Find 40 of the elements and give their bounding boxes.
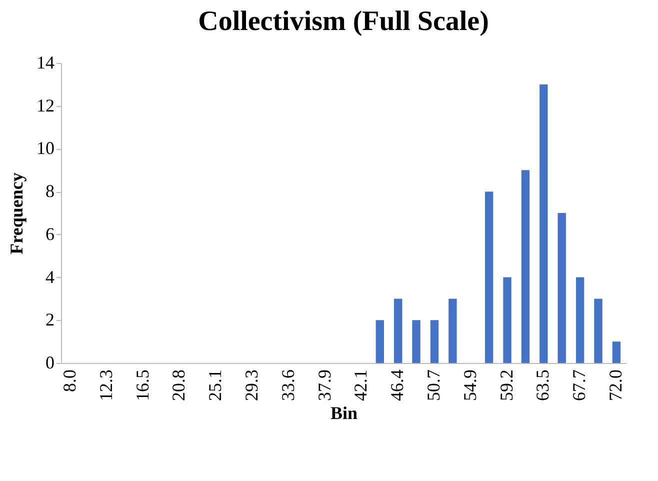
y-tick-label: 0 [46, 352, 54, 372]
y-tick-label: 2 [46, 310, 54, 330]
bar [394, 298, 402, 363]
y-tick-label: 14 [36, 52, 54, 72]
bar [594, 298, 602, 363]
bar [612, 342, 621, 363]
bar [484, 192, 494, 363]
y-tick-label: 12 [36, 95, 54, 116]
y-axis-title: Frequency [6, 172, 26, 254]
bar [412, 320, 420, 363]
bar [448, 298, 457, 363]
y-tick-label: 8 [46, 181, 54, 202]
x-tick-label: 67.7 [569, 370, 590, 401]
x-tick-label: 25.1 [205, 370, 226, 401]
x-tick-label: 29.3 [242, 370, 262, 401]
chart-title: Collectivism (Full Scale) [198, 6, 489, 37]
bar [558, 213, 566, 363]
bar [430, 320, 439, 363]
bar [376, 320, 384, 363]
bar [503, 277, 512, 363]
bar [521, 170, 530, 363]
x-tick-label: 63.5 [532, 370, 553, 401]
x-axis-title: Bin [330, 403, 358, 423]
y-tick-label: 6 [46, 224, 54, 244]
x-tick-label: 50.7 [423, 370, 444, 401]
x-tick-label: 12.3 [96, 370, 116, 401]
x-tick-label: 20.8 [168, 370, 189, 401]
x-tick-label: 72.0 [605, 370, 626, 401]
x-tick-label: 42.1 [350, 370, 371, 401]
x-tick-label: 33.6 [278, 370, 298, 401]
y-tick-label: 10 [36, 138, 54, 158]
bar [540, 84, 548, 363]
bar [576, 277, 584, 363]
x-tick-label: 8.0 [60, 370, 80, 392]
x-tick-label: 54.9 [460, 370, 480, 401]
x-tick-label: 46.4 [387, 370, 408, 401]
x-tick-label: 37.9 [314, 370, 334, 401]
x-tick-label: 16.5 [132, 370, 152, 401]
y-tick-label: 4 [46, 266, 54, 287]
x-tick-label: 59.2 [496, 370, 516, 401]
